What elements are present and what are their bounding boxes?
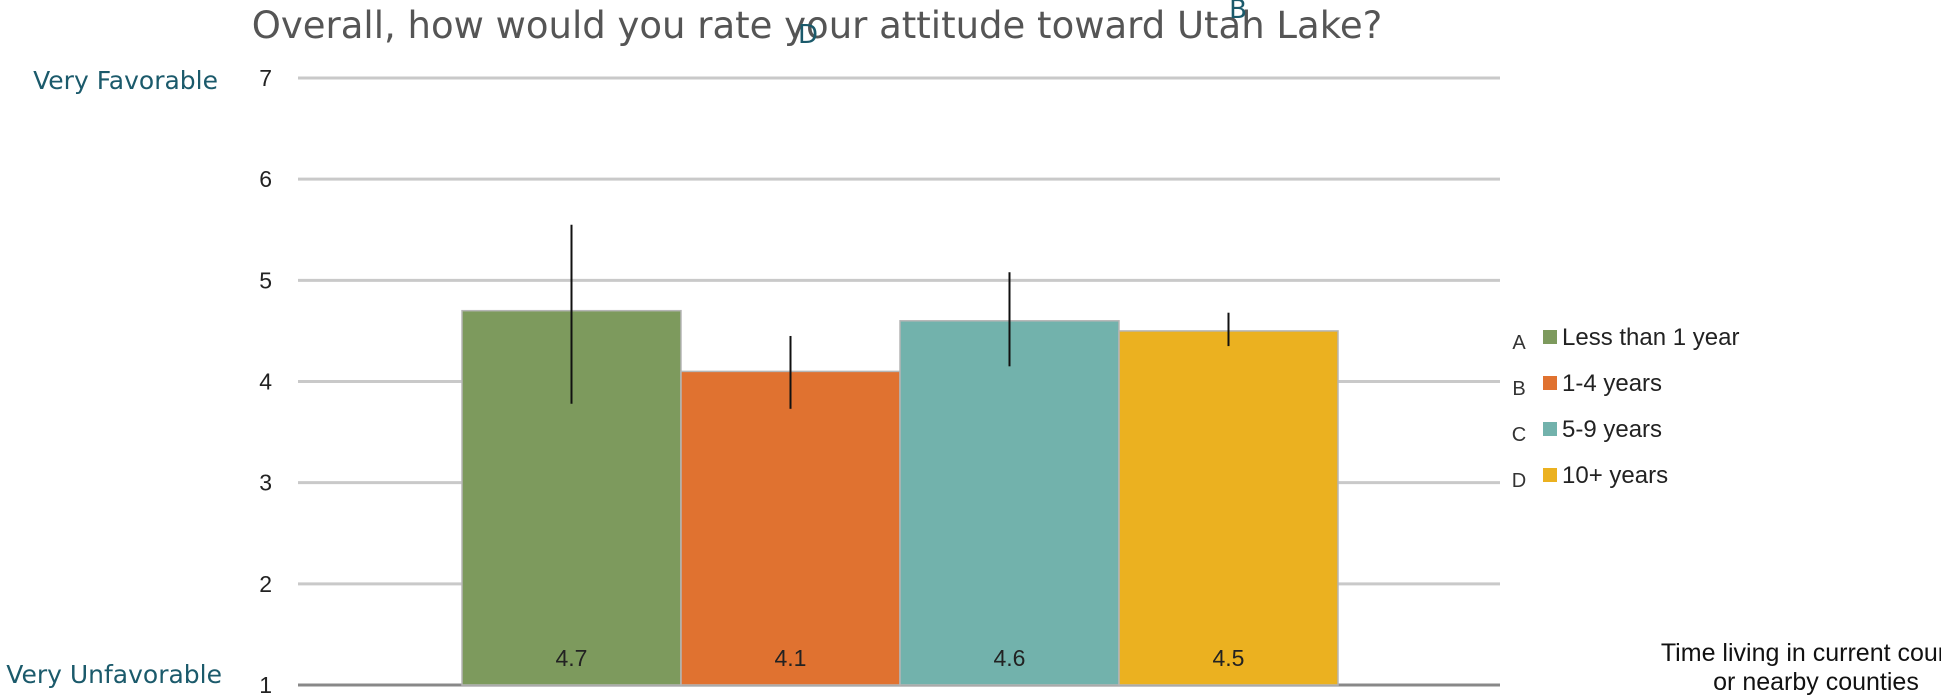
legend-title-line-1: Time living in current county <box>1661 639 1941 667</box>
y-tick-label-5: 5 <box>259 267 272 293</box>
legend-label-a: Less than 1 year <box>1562 324 1739 351</box>
legend: A Less than 1 year B 1-4 years C 5-9 years D 10… <box>1512 324 1740 492</box>
legend-letter-c: C <box>1512 424 1526 446</box>
legend-label-c: 5-9 years <box>1562 416 1662 443</box>
legend-letter-d: D <box>1512 470 1526 492</box>
legend-swatch-b <box>1543 376 1557 390</box>
y-top-label: Very Favorable <box>33 66 218 95</box>
bar-d <box>1118 330 1339 686</box>
y-tick-label-7: 7 <box>259 65 272 91</box>
legend-swatch-d <box>1543 468 1557 482</box>
legend-swatch-a <box>1543 330 1557 344</box>
y-tick-label-4: 4 <box>259 369 272 395</box>
y-tick-label-1: 1 <box>259 672 272 698</box>
title-marker-d: D <box>798 20 818 50</box>
y-tick-label-6: 6 <box>259 166 272 192</box>
title-marker-b: B <box>1229 0 1247 25</box>
value-label-b: 4.1 <box>775 645 807 671</box>
legend-label-b: 1-4 years <box>1562 370 1662 397</box>
bar-b <box>680 370 901 686</box>
legend-letter-a: A <box>1512 332 1526 354</box>
legend-label-d: 10+ years <box>1562 462 1668 489</box>
y-bottom-label: Very Unfavorable <box>6 660 222 689</box>
bar-c <box>899 320 1120 686</box>
chart-title: Overall, how would you rate your attitud… <box>252 4 1382 47</box>
value-label-d: 4.5 <box>1213 645 1245 671</box>
legend-swatch-c <box>1543 422 1557 436</box>
y-axis-ticks: 1 2 3 4 5 6 7 <box>259 65 272 698</box>
bars: 4.7 4.1 4.6 4.5 <box>461 224 1339 686</box>
y-tick-label-2: 2 <box>259 571 272 597</box>
value-label-c: 4.6 <box>994 645 1026 671</box>
legend-title-line-2: or nearby counties <box>1713 668 1919 696</box>
legend-letter-b: B <box>1512 378 1525 400</box>
y-tick-label-3: 3 <box>259 470 272 496</box>
value-label-a: 4.7 <box>556 645 588 671</box>
